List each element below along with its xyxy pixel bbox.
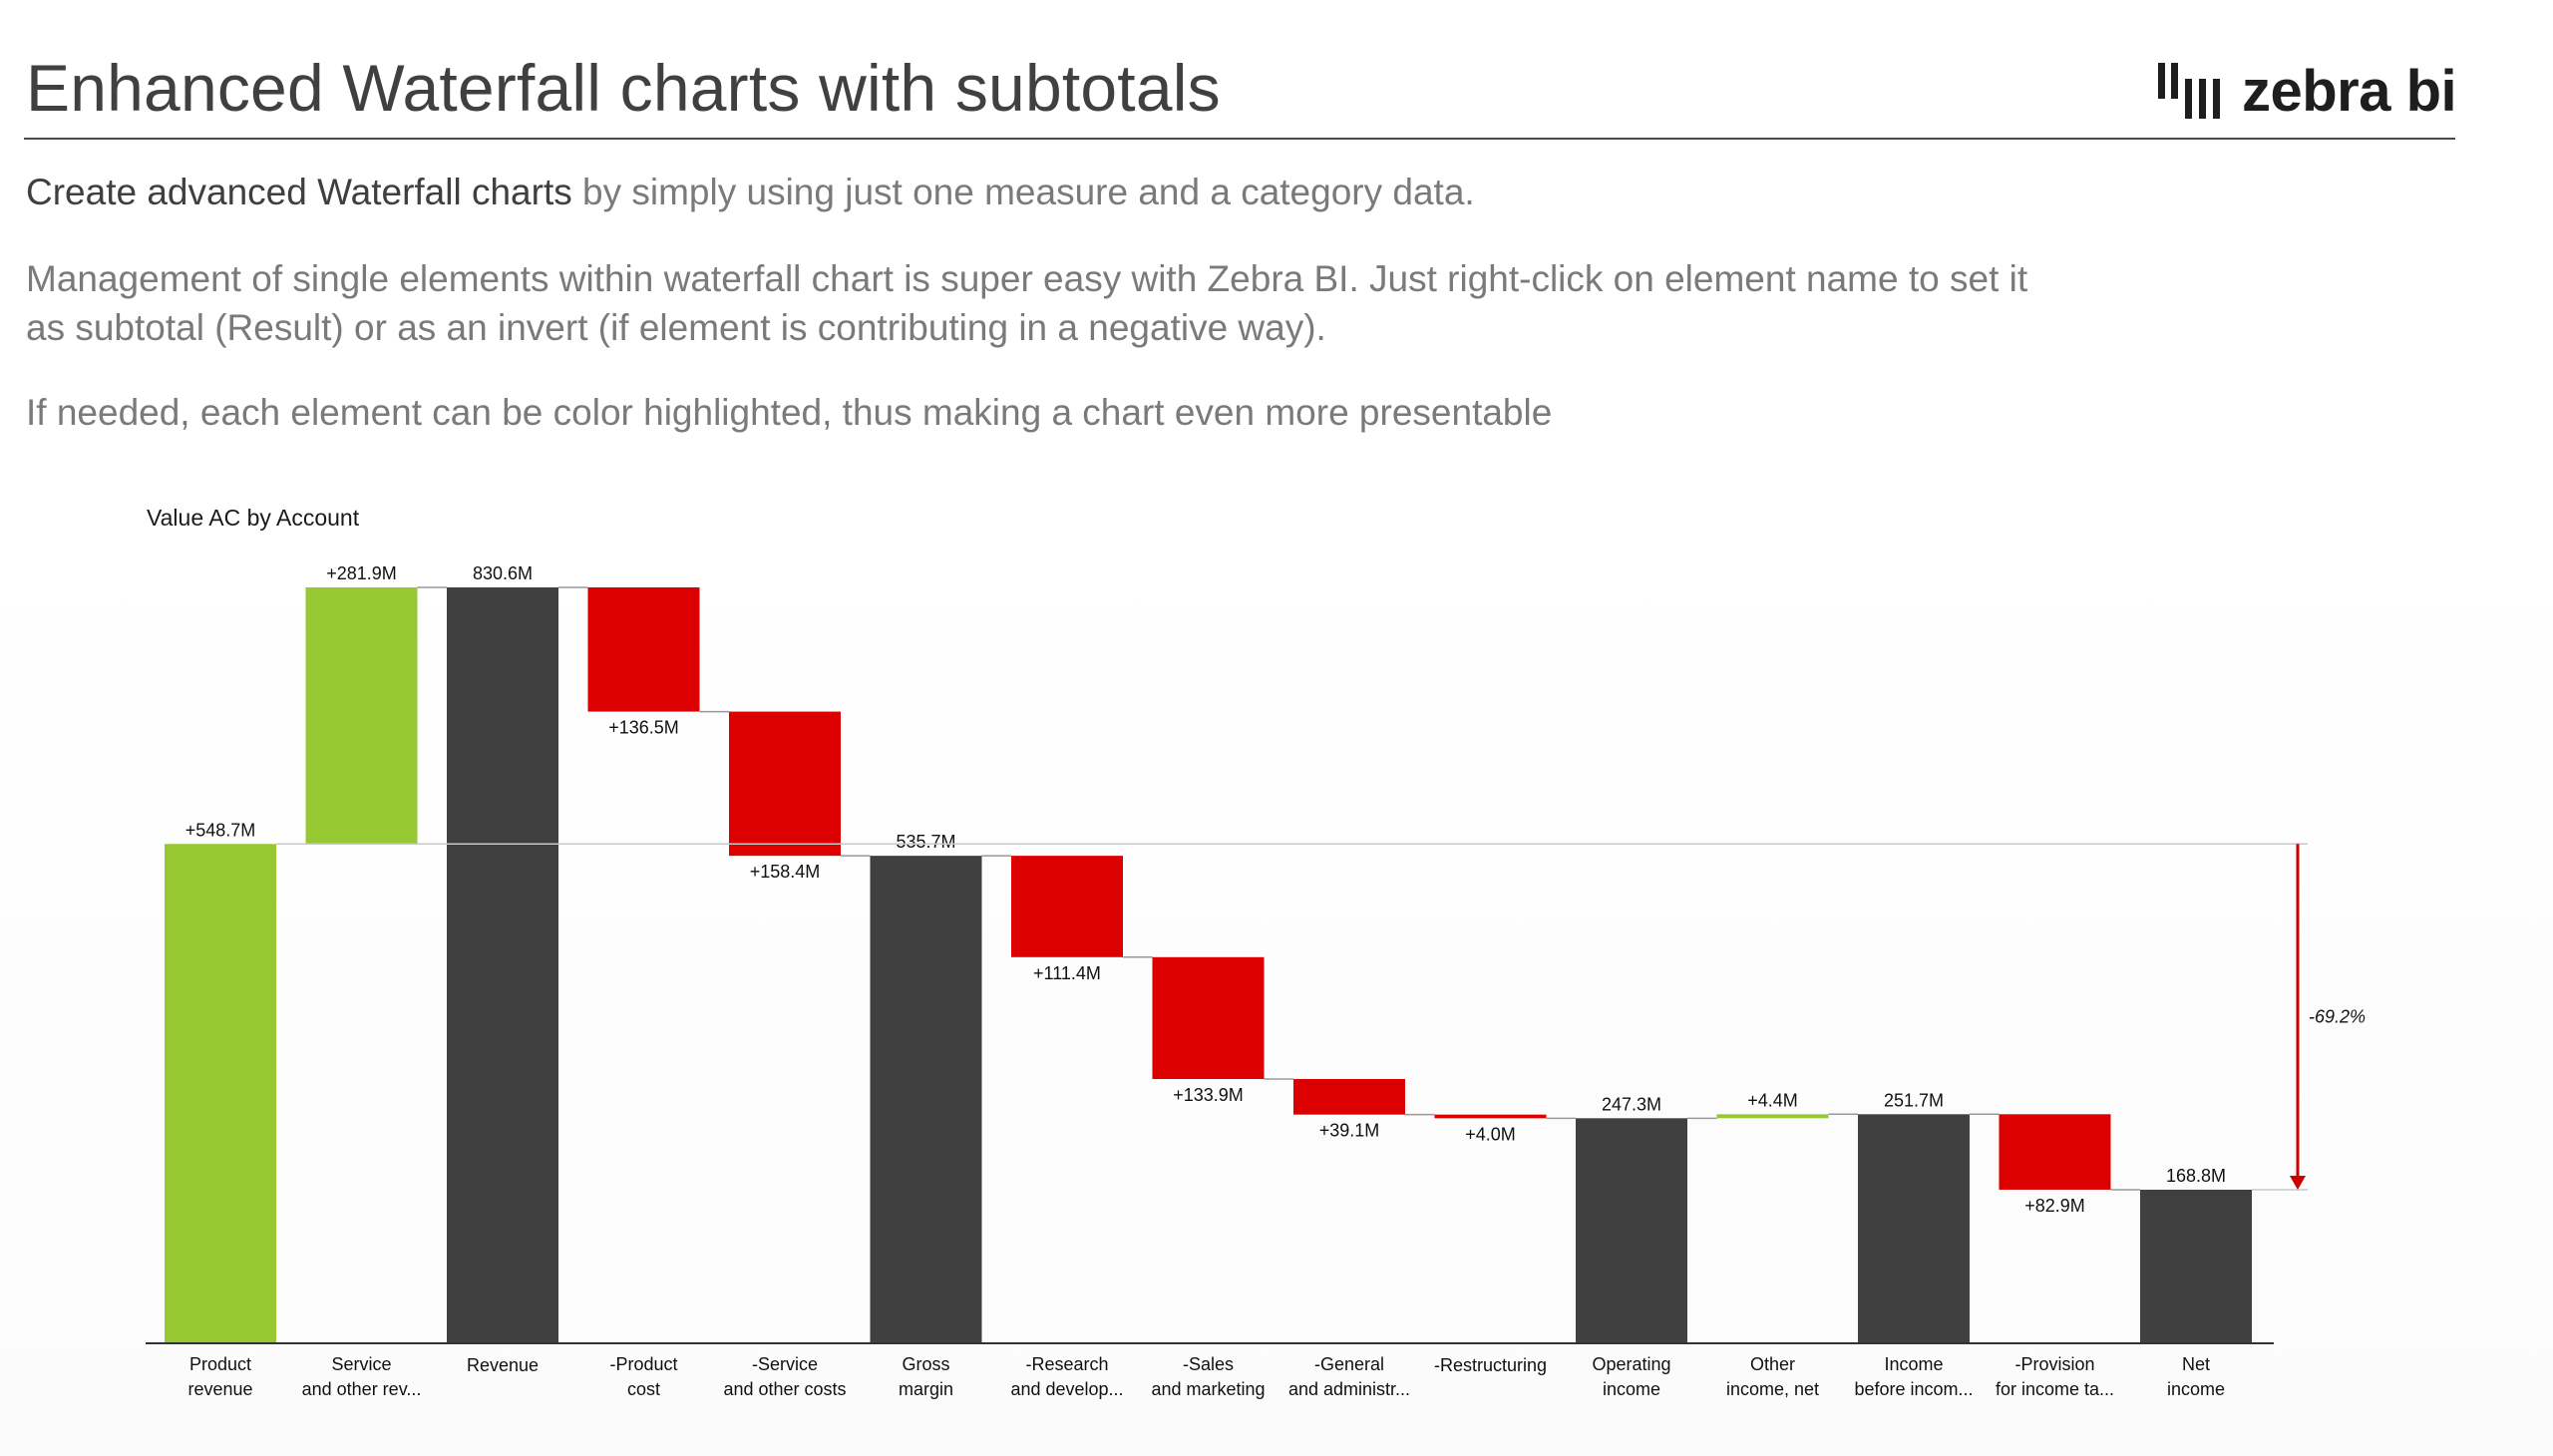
category-label: -General	[1314, 1354, 1384, 1374]
category-label: and marketing	[1151, 1379, 1265, 1399]
waterfall-bar	[1858, 1114, 1970, 1343]
data-label: +133.9M	[1173, 1085, 1244, 1105]
waterfall-bar	[447, 587, 558, 1343]
data-label: 251.7M	[1884, 1090, 1944, 1110]
data-label: +4.4M	[1747, 1090, 1798, 1110]
waterfall-bar	[1576, 1118, 1687, 1343]
waterfall-bar	[1434, 1114, 1547, 1119]
waterfall-bar	[870, 856, 982, 1343]
category-label: -Sales	[1183, 1354, 1234, 1374]
waterfall-bar	[165, 844, 276, 1343]
data-label: 168.8M	[2166, 1166, 2226, 1186]
category-label: before incom...	[1854, 1379, 1973, 1399]
page-title: Enhanced Waterfall charts with subtotals	[26, 51, 1221, 125]
variance-label: -69.2%	[2309, 1007, 2366, 1027]
zebra-bars-icon	[2158, 63, 2220, 119]
category-label: income	[2167, 1379, 2225, 1399]
waterfall-bar	[1293, 1078, 1405, 1115]
data-label: +281.9M	[326, 563, 397, 583]
category-label: margin	[899, 1379, 953, 1399]
category-label: for income ta...	[1996, 1379, 2114, 1399]
variance-arrow-head	[2290, 1175, 2306, 1190]
category-label: Gross	[902, 1354, 949, 1374]
intro-paragraph-1: Create advanced Waterfall charts by simp…	[26, 168, 1475, 216]
waterfall-bar	[1999, 1114, 2111, 1190]
intro-text: by simply using just one measure and a c…	[571, 172, 1475, 212]
category-label: -Research	[1025, 1354, 1108, 1374]
category-label: -Product	[609, 1354, 677, 1374]
data-label: +4.0M	[1465, 1124, 1516, 1144]
category-label: and other rev...	[302, 1379, 422, 1399]
waterfall-bar	[587, 587, 700, 712]
category-label: Income	[1884, 1354, 1943, 1374]
chart-title: Value AC by Account	[147, 505, 360, 531]
category-label: cost	[627, 1379, 660, 1399]
intro-paragraph-2-line-2: as subtotal (Result) or as an invert (if…	[26, 307, 1326, 348]
data-label: +548.7M	[185, 820, 256, 840]
data-label: 535.7M	[896, 832, 955, 852]
waterfall-bar	[2140, 1189, 2252, 1343]
waterfall-bar	[1152, 956, 1265, 1079]
category-label: Net	[2182, 1354, 2210, 1374]
category-label: Other	[1750, 1354, 1795, 1374]
waterfall-bar	[305, 587, 418, 845]
data-label: 830.6M	[473, 563, 533, 583]
category-label: Revenue	[467, 1355, 539, 1375]
waterfall-bar	[1011, 856, 1123, 957]
data-label: 247.3M	[1602, 1094, 1661, 1114]
category-label: -Provision	[2014, 1354, 2094, 1374]
intro-paragraph-2-line-1: Management of single elements within wat…	[26, 258, 2028, 299]
data-label: +39.1M	[1319, 1121, 1380, 1141]
category-label: income	[1603, 1379, 1660, 1399]
category-label: and administr...	[1288, 1379, 1410, 1399]
waterfall-bar	[1716, 1114, 1829, 1119]
waterfall-bar	[729, 711, 841, 857]
category-label: Product	[189, 1354, 251, 1374]
data-label: +136.5M	[608, 718, 679, 738]
category-label: Service	[331, 1354, 391, 1374]
data-label: +111.4M	[1033, 963, 1101, 983]
category-label: revenue	[187, 1379, 252, 1399]
intro-emphasis: Create advanced Waterfall charts	[26, 172, 572, 212]
category-label: Operating	[1592, 1354, 1670, 1374]
zebra-bi-logo: zebra bi	[2158, 56, 2457, 126]
category-label: and other costs	[723, 1379, 846, 1399]
title-divider	[24, 138, 2455, 140]
intro-paragraph-3: If needed, each element can be color hig…	[26, 392, 1553, 433]
data-label: +158.4M	[750, 862, 821, 882]
data-label: +82.9M	[2024, 1196, 2085, 1216]
category-label: -Restructuring	[1434, 1355, 1547, 1375]
category-label: -Service	[752, 1354, 818, 1374]
category-label: income, net	[1726, 1379, 1819, 1399]
category-label: and develop...	[1010, 1379, 1123, 1399]
logo-text: zebra bi	[2242, 58, 2457, 124]
